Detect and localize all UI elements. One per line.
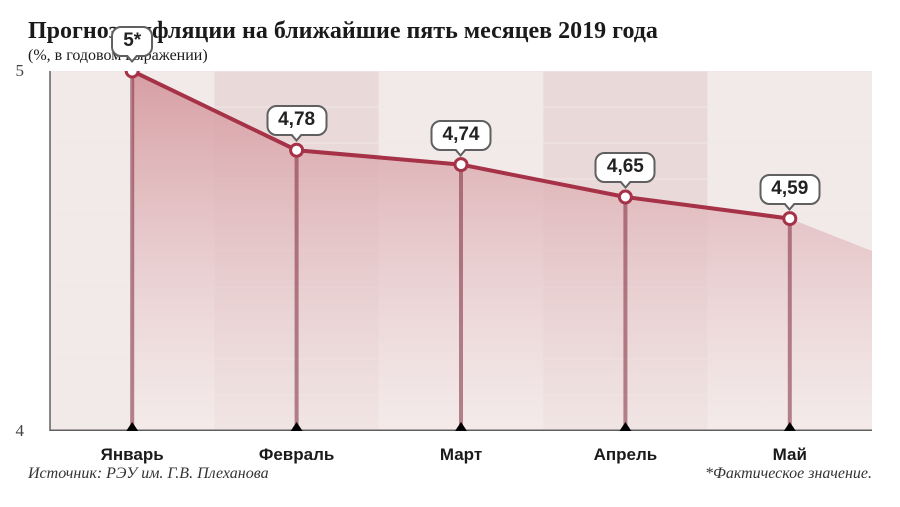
x-tick-label: Январь — [101, 445, 164, 465]
y-tick-max: 5 — [16, 61, 25, 81]
chart-subtitle: (%, в годовом выражении) — [28, 47, 872, 65]
value-callout: 5* — [111, 26, 153, 57]
chart-area: 5 4 5*4,784,744,654,59 — [28, 71, 872, 431]
x-tick-label: Февраль — [259, 445, 335, 465]
footnote-text: *Фактическое значение. — [705, 465, 872, 483]
x-tick-label: Март — [440, 445, 482, 465]
value-callout: 4,78 — [266, 105, 327, 136]
y-tick-min: 4 — [16, 421, 25, 441]
x-axis-labels: ЯнварьФевральМартАпрельМай — [28, 431, 872, 459]
x-tick-label: Май — [773, 445, 807, 465]
chart-title: Прогноз инфляции на ближайшие пять месяц… — [28, 18, 872, 45]
value-callout: 4,65 — [595, 152, 656, 183]
value-callout: 4,74 — [431, 120, 492, 151]
x-tick-label: Апрель — [594, 445, 658, 465]
value-callout: 4,59 — [759, 174, 820, 205]
source-text: Источник: РЭУ им. Г.В. Плеханова — [28, 465, 269, 483]
